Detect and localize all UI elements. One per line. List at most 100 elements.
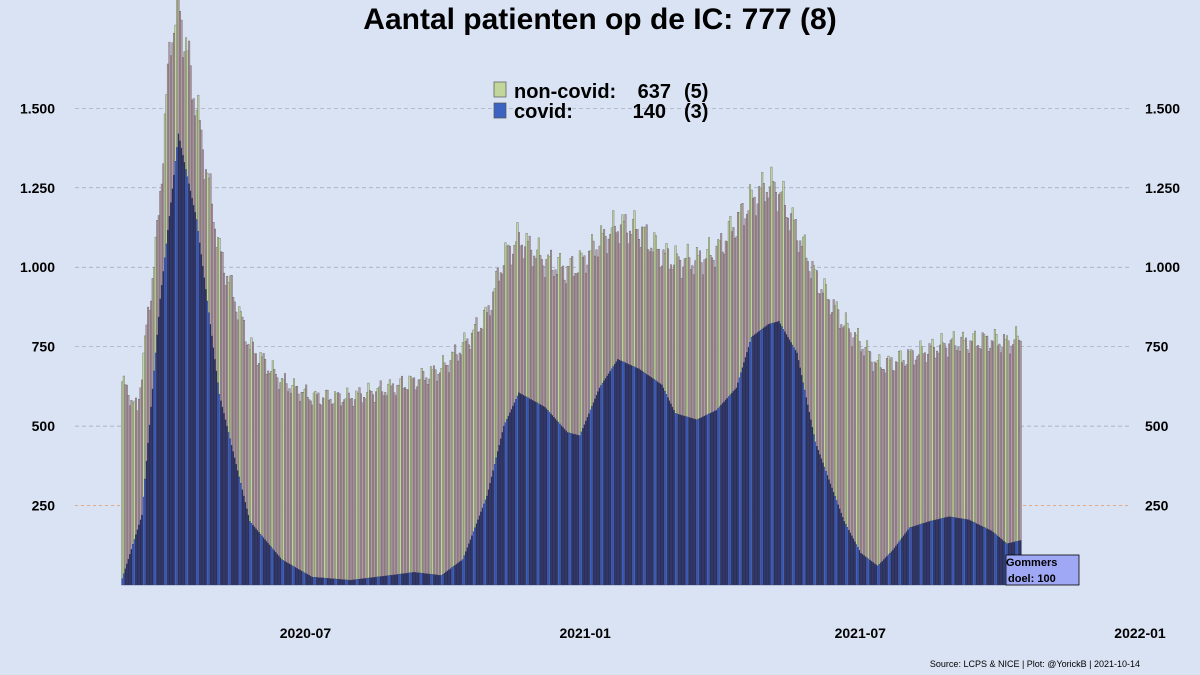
bar-non-covid (145, 324, 148, 462)
bar-covid (695, 419, 698, 586)
bar-covid (349, 580, 352, 586)
bar-covid (808, 412, 811, 586)
bar-covid (528, 398, 531, 586)
bar-covid (615, 361, 618, 586)
bar-non-covid (125, 384, 128, 565)
legend: non-covid: 637 (5) covid: 140 (3) (493, 81, 708, 123)
bar-covid (135, 534, 137, 586)
bar-non-covid (925, 362, 928, 523)
bar-non-covid (743, 225, 745, 363)
bar-covid (654, 380, 657, 586)
bar-non-covid (204, 169, 207, 290)
bar-covid (554, 418, 557, 586)
bar-covid (566, 432, 569, 586)
bar-non-covid (534, 258, 537, 403)
bar-covid (177, 133, 180, 586)
bar-non-covid (483, 309, 486, 505)
bar-non-covid (463, 332, 466, 556)
bar-covid (583, 424, 586, 586)
bar-non-covid (533, 255, 536, 402)
bar-non-covid (356, 392, 359, 580)
bar-covid (981, 526, 984, 586)
bar-non-covid (306, 397, 309, 575)
bar-covid (268, 544, 271, 586)
bar-non-covid (778, 194, 780, 322)
bar-non-covid (861, 348, 864, 555)
bar-non-covid (793, 220, 796, 348)
bar-non-covid (948, 343, 951, 517)
bar-non-covid (484, 306, 487, 501)
bar-non-covid (1003, 334, 1005, 542)
bar-non-covid (733, 238, 736, 390)
bar-covid (267, 543, 270, 586)
bar-covid (571, 433, 574, 586)
bar-non-covid (904, 366, 907, 535)
bar-covid (128, 554, 131, 586)
bar-covid (923, 522, 926, 586)
bar-non-covid (160, 183, 163, 286)
bar-covid (413, 572, 416, 586)
bar-covid (522, 395, 525, 586)
bar-non-covid (702, 274, 704, 417)
bar-non-covid (571, 256, 574, 434)
bar-non-covid (531, 266, 534, 401)
bar-non-covid (764, 201, 767, 327)
bar-non-covid (934, 357, 937, 521)
bar-covid (218, 394, 221, 586)
bar-covid (138, 524, 140, 586)
bar-non-covid (381, 391, 384, 577)
bar-non-covid (645, 224, 648, 375)
bar-non-covid (537, 237, 540, 404)
bar-covid (320, 577, 323, 586)
bar-covid (546, 410, 549, 586)
bar-non-covid (822, 292, 824, 464)
bar-covid (241, 489, 244, 586)
bar-non-covid (752, 198, 755, 337)
bar-non-covid (428, 378, 431, 575)
bar-non-covid (556, 274, 558, 421)
bar-covid (355, 579, 358, 586)
bar-covid (863, 555, 866, 586)
bar-covid (133, 539, 136, 586)
bar-covid (949, 516, 952, 586)
bar-non-covid (454, 344, 457, 566)
bar-covid (971, 521, 973, 586)
bar-non-covid (837, 309, 840, 505)
bar-non-covid (679, 260, 682, 415)
bar-covid (537, 403, 540, 586)
bar-covid (990, 530, 993, 586)
bar-covid (960, 518, 963, 586)
bar-covid (887, 554, 890, 586)
bar-covid (264, 539, 267, 586)
bar-non-covid (692, 274, 695, 420)
bar-non-covid (729, 216, 732, 395)
bar-non-covid (691, 265, 694, 419)
bar-covid (553, 417, 555, 586)
bar-covid (516, 395, 519, 586)
bar-non-covid (214, 228, 216, 360)
bar-non-covid (819, 293, 821, 455)
bar-non-covid (559, 253, 562, 425)
bar-non-covid (574, 273, 577, 435)
bar-non-covid (677, 256, 680, 415)
bar-covid (229, 438, 232, 586)
bar-non-covid (524, 246, 527, 397)
bar-covid (633, 366, 636, 586)
bar-non-covid (998, 343, 1001, 538)
bar-non-covid (738, 212, 741, 378)
bar-covid (861, 554, 864, 586)
bar-non-covid (328, 400, 330, 579)
bar-covid (179, 140, 181, 586)
bar-covid (432, 574, 435, 586)
bar-covid (651, 378, 654, 586)
bar-covid (217, 382, 219, 586)
bar-covid (496, 451, 499, 586)
bar-non-covid (394, 395, 397, 575)
bar-non-covid (439, 372, 441, 576)
bar-non-covid (121, 381, 124, 579)
bar-covid (676, 413, 679, 586)
bar-non-covid (688, 257, 691, 418)
bar-covid (653, 379, 656, 586)
bar-covid (761, 328, 764, 586)
bar-covid (771, 322, 774, 586)
